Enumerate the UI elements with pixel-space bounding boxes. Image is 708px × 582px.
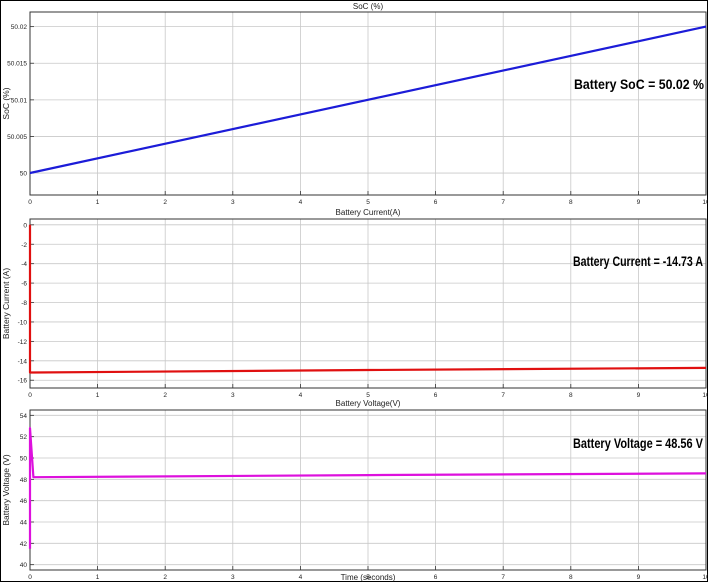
x-tick-label: 8 bbox=[569, 199, 573, 206]
x-tick-label: 7 bbox=[501, 199, 505, 206]
x-tick-label: 5 bbox=[366, 574, 370, 581]
y-tick-label: -6 bbox=[21, 281, 27, 288]
y-tick-label: 50.01 bbox=[11, 97, 28, 104]
x-tick-label: 4 bbox=[299, 199, 303, 206]
series-line bbox=[29, 25, 707, 175]
x-tick-label: 2 bbox=[163, 574, 167, 581]
x-tick-label: 10 bbox=[702, 199, 708, 206]
y-tick-label: -12 bbox=[18, 339, 28, 346]
y-tick-label: 48 bbox=[20, 477, 28, 484]
x-tick-label: 8 bbox=[569, 574, 573, 581]
x-tick-label: 6 bbox=[434, 574, 438, 581]
panel-title: Battery Voltage(V) bbox=[336, 399, 401, 408]
y-axis-label: Battery Current (A) bbox=[1, 268, 11, 339]
x-tick-label: 2 bbox=[163, 199, 167, 206]
series-line bbox=[28, 224, 707, 374]
x-tick-label: 6 bbox=[434, 392, 438, 399]
x-axis-label: Time (seconds) bbox=[341, 573, 396, 582]
x-tick-label: 3 bbox=[231, 392, 235, 399]
panel-title: Battery Current(A) bbox=[336, 208, 401, 217]
x-tick-label: 4 bbox=[299, 392, 303, 399]
y-tick-label: 40 bbox=[20, 562, 28, 569]
x-tick-label: 0 bbox=[28, 392, 32, 399]
x-tick-label: 9 bbox=[637, 199, 641, 206]
y-tick-label: 50.015 bbox=[7, 61, 27, 68]
x-tick-label: 7 bbox=[501, 574, 505, 581]
x-tick-label: 9 bbox=[637, 574, 641, 581]
x-tick-label: 1 bbox=[96, 392, 100, 399]
x-tick-label: 4 bbox=[299, 574, 303, 581]
x-tick-label: 3 bbox=[231, 574, 235, 581]
x-tick-label: 1 bbox=[96, 574, 100, 581]
y-tick-label: 50.005 bbox=[7, 134, 27, 141]
x-tick-label: 8 bbox=[569, 392, 573, 399]
x-tick-label: 0 bbox=[28, 574, 32, 581]
y-tick-label: -14 bbox=[18, 358, 28, 365]
y-axis-label: SoC (%) bbox=[1, 87, 11, 119]
y-tick-label: 50 bbox=[20, 456, 28, 463]
annotation-label: Battery SoC = 50.02 % bbox=[574, 77, 704, 92]
annotation-label: Battery Voltage = 48.56 V bbox=[573, 436, 703, 451]
x-tick-label: 1 bbox=[96, 199, 100, 206]
x-tick-label: 2 bbox=[163, 392, 167, 399]
y-tick-label: 52 bbox=[20, 434, 28, 441]
y-tick-label: 46 bbox=[20, 498, 28, 505]
series-line bbox=[28, 427, 707, 549]
y-tick-label: -4 bbox=[21, 261, 27, 268]
x-tick-label: 5 bbox=[366, 392, 370, 399]
x-tick-label: 6 bbox=[434, 199, 438, 206]
annotation-label: Battery Current = -14.73 A bbox=[573, 254, 703, 269]
y-axis-label: Battery Voltage (V) bbox=[1, 454, 11, 526]
y-tick-label: 50.02 bbox=[11, 24, 28, 31]
x-tick-label: 3 bbox=[231, 199, 235, 206]
x-tick-label: 0 bbox=[28, 199, 32, 206]
y-tick-label: -16 bbox=[18, 378, 28, 385]
y-tick-label: -10 bbox=[18, 319, 28, 326]
y-tick-label: -2 bbox=[21, 242, 27, 249]
y-tick-label: 44 bbox=[20, 520, 28, 527]
y-tick-label: 42 bbox=[20, 541, 28, 548]
panel-title: SoC (%) bbox=[353, 2, 384, 11]
x-tick-label: 10 bbox=[702, 574, 708, 581]
x-tick-label: 10 bbox=[702, 392, 708, 399]
y-tick-label: 54 bbox=[20, 413, 28, 420]
y-tick-label: 0 bbox=[23, 222, 27, 229]
y-tick-label: -8 bbox=[21, 300, 27, 307]
y-tick-label: 50 bbox=[20, 171, 28, 178]
x-tick-label: 7 bbox=[501, 392, 505, 399]
x-tick-label: 5 bbox=[366, 199, 370, 206]
x-tick-label: 9 bbox=[637, 392, 641, 399]
